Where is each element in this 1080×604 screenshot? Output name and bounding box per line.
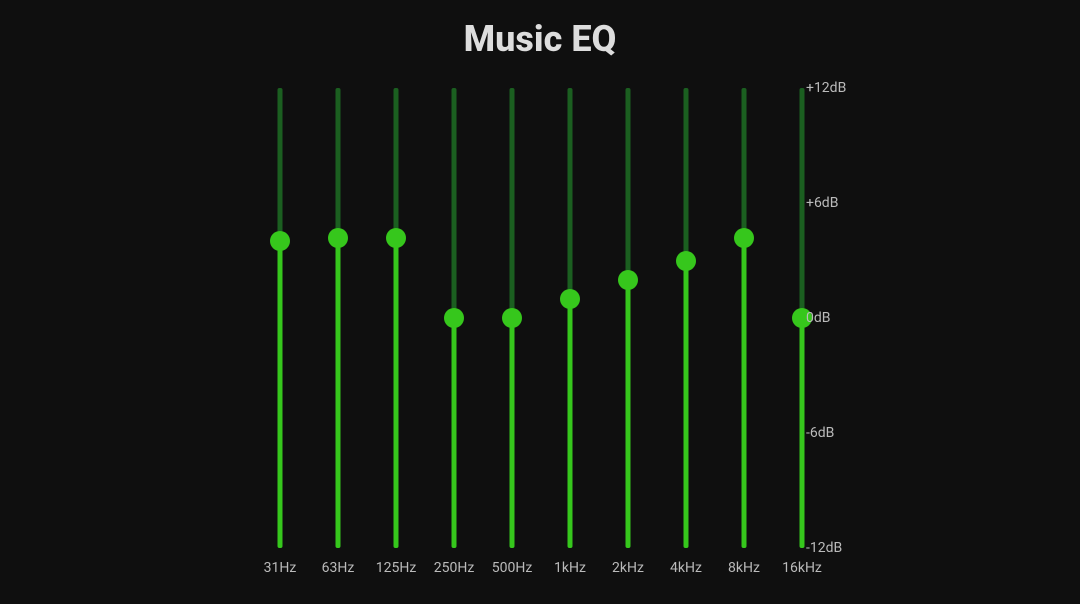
eq-band: 250Hz <box>424 88 484 548</box>
eq-band: 8kHz <box>714 88 774 548</box>
eq-slider-thumb[interactable] <box>618 270 638 290</box>
eq-track-lower <box>568 299 573 548</box>
eq-track-lower <box>626 280 631 548</box>
db-scale: +12dB+6dB0dB-6dB-12dB <box>800 88 870 548</box>
eq-track-upper <box>684 88 689 261</box>
eq-freq-label: 2kHz <box>612 560 644 576</box>
eq-track-lower <box>452 318 457 548</box>
eq-band: 31Hz <box>250 88 310 548</box>
eq-slider-track[interactable] <box>742 88 747 548</box>
eq-band: 63Hz <box>308 88 368 548</box>
eq-slider-thumb[interactable] <box>386 228 406 248</box>
eq-band: 1kHz <box>540 88 600 548</box>
eq-band: 2kHz <box>598 88 658 548</box>
eq-track-lower <box>742 238 747 549</box>
eq-slider-thumb[interactable] <box>270 231 290 251</box>
eq-slider-track[interactable] <box>394 88 399 548</box>
eq-band: 500Hz <box>482 88 542 548</box>
eq-freq-label: 16kHz <box>782 560 822 576</box>
eq-track-upper <box>278 88 283 241</box>
eq-slider-thumb[interactable] <box>502 308 522 328</box>
eq-freq-label: 1kHz <box>554 560 586 576</box>
eq-slider-track[interactable] <box>568 88 573 548</box>
eq-track-upper <box>336 88 341 238</box>
eq-band: 125Hz <box>366 88 426 548</box>
eq-slider-track[interactable] <box>278 88 283 548</box>
eq-track-upper <box>626 88 631 280</box>
eq-track-upper <box>394 88 399 238</box>
eq-slider-thumb[interactable] <box>328 228 348 248</box>
scale-label: 0dB <box>806 310 831 326</box>
eq-slider-track[interactable] <box>684 88 689 548</box>
eq-track-lower <box>684 261 689 549</box>
eq-track-lower <box>394 238 399 549</box>
eq-track-lower <box>278 241 283 548</box>
eq-freq-label: 63Hz <box>322 560 355 576</box>
equalizer: 31Hz63Hz125Hz250Hz500Hz1kHz2kHz4kHz8kHz1… <box>250 88 850 548</box>
eq-freq-label: 8kHz <box>728 560 760 576</box>
scale-label: -6dB <box>806 425 834 441</box>
eq-slider-track[interactable] <box>336 88 341 548</box>
eq-freq-label: 31Hz <box>264 560 297 576</box>
eq-track-lower <box>510 318 515 548</box>
eq-band: 4kHz <box>656 88 716 548</box>
eq-freq-label: 125Hz <box>376 560 417 576</box>
scale-label: +12dB <box>806 80 846 96</box>
eq-track-upper <box>742 88 747 238</box>
eq-slider-thumb[interactable] <box>676 251 696 271</box>
eq-slider-track[interactable] <box>626 88 631 548</box>
eq-track-upper <box>568 88 573 299</box>
eq-slider-thumb[interactable] <box>444 308 464 328</box>
eq-track-lower <box>336 238 341 549</box>
scale-label: +6dB <box>806 195 838 211</box>
eq-slider-thumb[interactable] <box>734 228 754 248</box>
eq-freq-label: 500Hz <box>492 560 533 576</box>
scale-label: -12dB <box>806 540 842 556</box>
eq-track-upper <box>510 88 515 318</box>
eq-track-upper <box>452 88 457 318</box>
eq-slider-thumb[interactable] <box>560 289 580 309</box>
eq-freq-label: 250Hz <box>434 560 475 576</box>
eq-freq-label: 4kHz <box>670 560 702 576</box>
page-title: Music EQ <box>0 18 1080 60</box>
